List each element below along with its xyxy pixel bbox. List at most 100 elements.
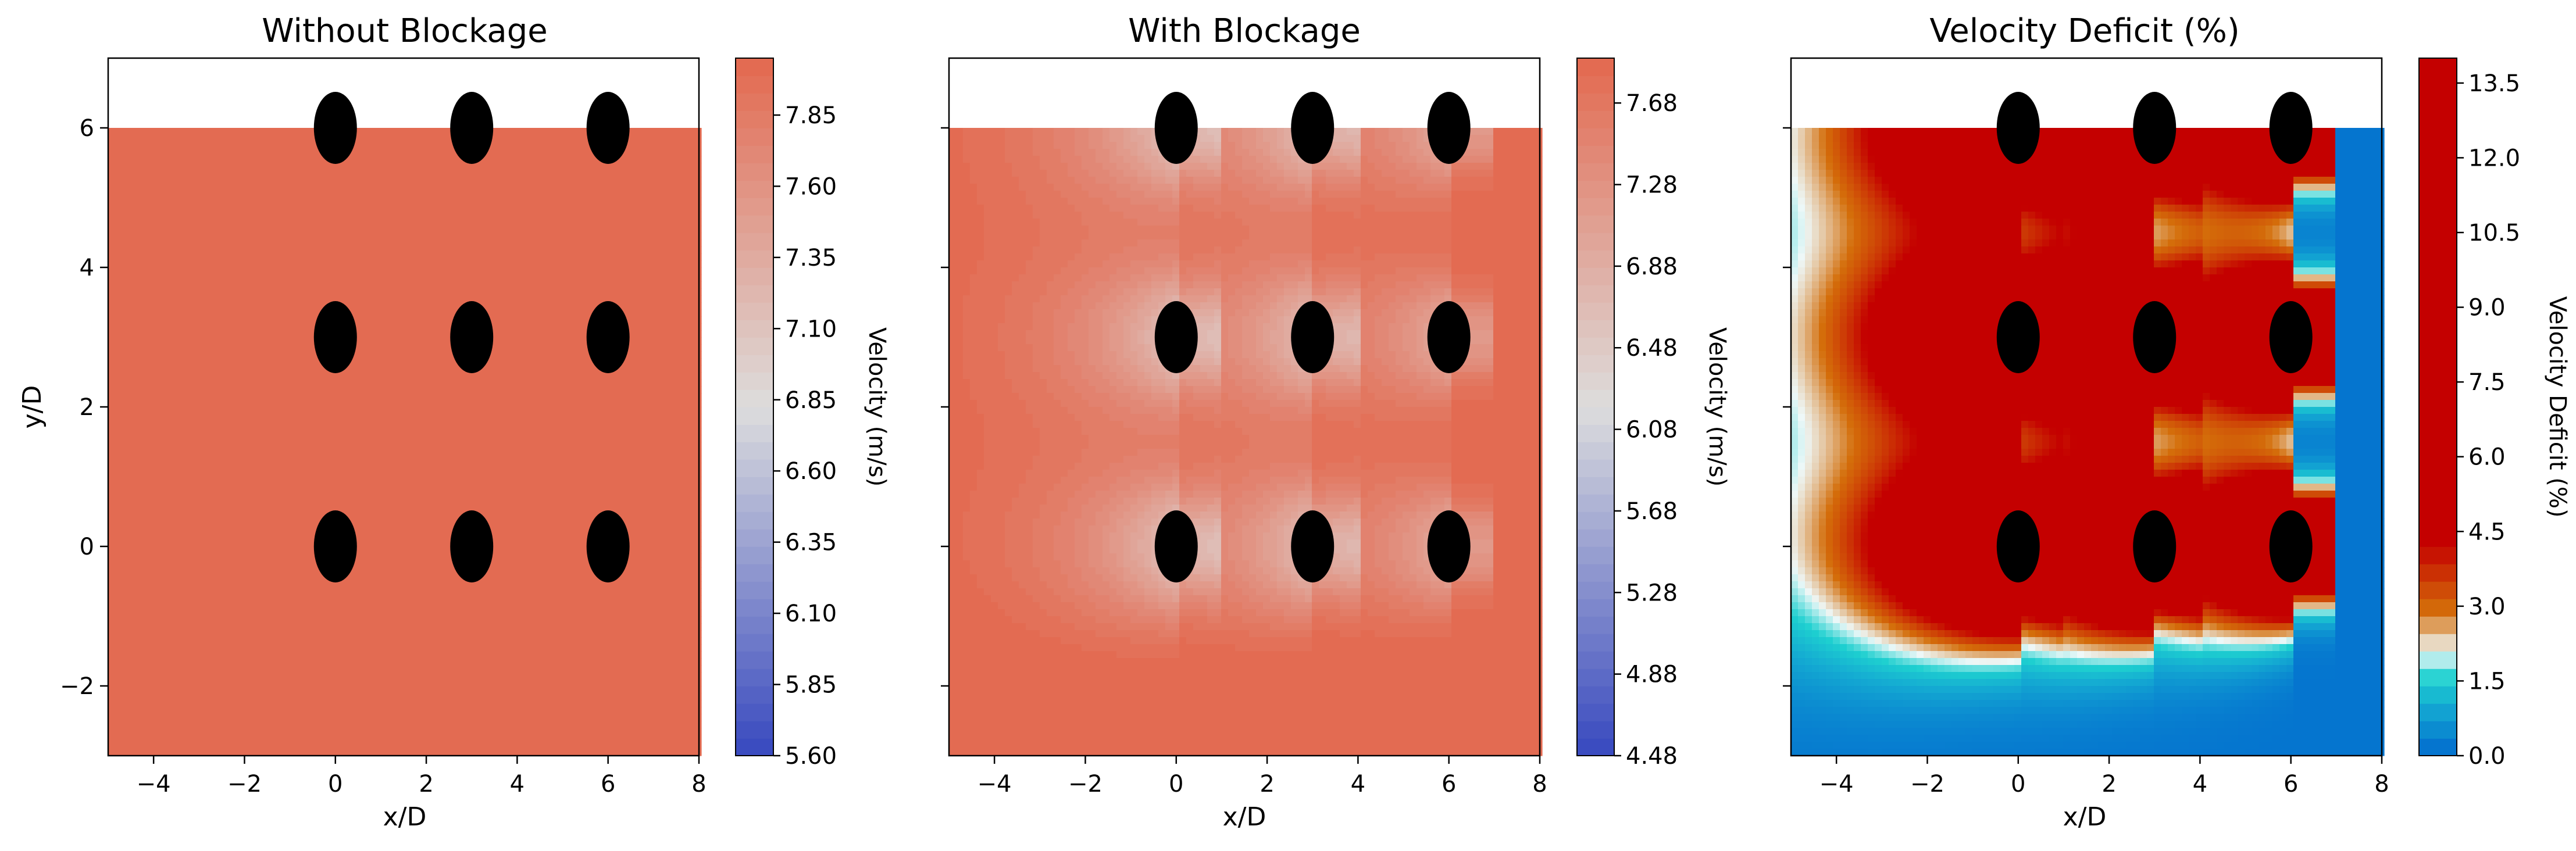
x-tick-label: 0 <box>328 771 342 798</box>
turbine-marker <box>2270 510 2313 582</box>
colorbar-label: Velocity Deficit (%) <box>2544 296 2571 518</box>
colorbar: 0.0 1.5 3.0 4.5 6.0 7.5 9.0 10.5 12.0 13.5 <box>2419 58 2520 770</box>
turbine-marker <box>1291 510 1334 582</box>
colorbar-label: Velocity (m/s) <box>864 327 890 487</box>
colorbar-tick-label: 5.60 <box>785 743 837 770</box>
colorbar-tick-label: 6.10 <box>785 600 837 627</box>
colorbar-tick-label: 5.85 <box>785 672 837 699</box>
turbine-marker <box>2270 92 2313 164</box>
colorbar-tick-label: 7.68 <box>1626 90 1678 117</box>
contour-field <box>949 128 1543 756</box>
colorbar-tick-label: 7.85 <box>785 102 837 129</box>
chart-without-blockage: Without Blockage x/D y/D Velocity (m/s) … <box>17 12 890 832</box>
turbine-marker <box>1428 92 1471 164</box>
colorbar-tick-label: 0.0 <box>2468 743 2506 770</box>
x-tick-label: 8 <box>691 771 706 798</box>
colorbar-tick-label: 13.5 <box>2468 70 2520 97</box>
x-tick-label: 0 <box>2011 771 2025 798</box>
contour-field <box>1791 128 2385 756</box>
colorbar-tick-label: 6.0 <box>2468 444 2506 471</box>
x-tick-label: 2 <box>2102 771 2116 798</box>
turbine-marker <box>314 301 357 373</box>
chart-title: With Blockage <box>1128 12 1361 50</box>
turbine-marker <box>2270 301 2313 373</box>
x-tick-label: 6 <box>2284 771 2298 798</box>
x-tick-label: 6 <box>601 771 615 798</box>
turbine-marker <box>2133 510 2176 582</box>
turbine-marker <box>1155 510 1198 582</box>
turbine-marker <box>1155 301 1198 373</box>
turbine-marker <box>1291 92 1334 164</box>
turbine-marker <box>314 510 357 582</box>
colorbar-tick-label: 6.08 <box>1626 417 1678 444</box>
x-tick-label: −4 <box>137 771 171 798</box>
colorbar-tick-label: 6.35 <box>785 530 837 556</box>
colorbar-tick-label: 7.60 <box>785 173 837 200</box>
colorbar-tick-label: 6.60 <box>785 458 837 485</box>
turbine-marker <box>450 301 493 373</box>
turbine-marker <box>450 510 493 582</box>
chart-with-blockage: With Blockage x/D Velocity (m/s) −4 −2 0 2 4… <box>941 12 1731 832</box>
turbine-marker <box>1997 510 2040 582</box>
colorbar: 4.484.885.285.686.086.486.887.287.68 <box>1577 58 1678 770</box>
chart-title: Without Blockage <box>262 12 547 50</box>
x-tick-label: 8 <box>1532 771 1547 798</box>
y-axis-label: y/D <box>17 385 47 429</box>
colorbar-tick-label: 6.48 <box>1626 335 1678 362</box>
colorbar-tick-label: 9.0 <box>2468 295 2506 321</box>
turbine-marker <box>1291 301 1334 373</box>
x-tick-label: 4 <box>2193 771 2207 798</box>
colorbar-tick-label: 7.5 <box>2468 369 2506 396</box>
x-tick-label: 8 <box>2374 771 2389 798</box>
turbine-marker <box>587 92 630 164</box>
x-tick-label: 2 <box>1260 771 1274 798</box>
x-axis-label: x/D <box>1223 802 1266 832</box>
colorbar-tick-label: 5.68 <box>1626 498 1678 525</box>
x-tick-label: −2 <box>227 771 262 798</box>
x-tick-label: 2 <box>419 771 433 798</box>
colorbar-label: Velocity (m/s) <box>1704 327 1731 487</box>
colorbar-tick-label: 6.88 <box>1626 253 1678 280</box>
x-tick-label: 6 <box>1442 771 1456 798</box>
colorbar-tick-label: 12.0 <box>2468 145 2520 171</box>
colorbar-tick-label: 3.0 <box>2468 593 2506 620</box>
y-tick-label: −2 <box>60 673 94 700</box>
turbine-marker <box>1428 510 1471 582</box>
x-tick-label: 4 <box>510 771 525 798</box>
x-tick-label: −2 <box>1068 771 1103 798</box>
turbine-marker <box>587 301 630 373</box>
colorbar-tick-label: 1.5 <box>2468 668 2506 695</box>
contour-field <box>108 128 702 756</box>
chart-title: Velocity Deficit (%) <box>1929 12 2239 50</box>
x-axis-label: x/D <box>383 802 427 832</box>
y-tick-label: 2 <box>80 394 94 421</box>
colorbar-tick-label: 4.5 <box>2468 519 2506 545</box>
colorbar-tick-label: 4.88 <box>1626 662 1678 688</box>
colorbar-tick-label: 5.28 <box>1626 580 1678 606</box>
colorbar-tick-label: 7.28 <box>1626 172 1678 199</box>
x-tick-label: 0 <box>1169 771 1183 798</box>
turbine-marker <box>314 92 357 164</box>
x-tick-label: −4 <box>1819 771 1854 798</box>
turbine-marker <box>1997 92 2040 164</box>
y-tick-label: 4 <box>80 255 94 281</box>
x-tick-label: −4 <box>977 771 1012 798</box>
x-axis-label: x/D <box>2063 802 2107 832</box>
turbine-marker <box>2133 301 2176 373</box>
turbine-marker <box>450 92 493 164</box>
y-tick-label: 0 <box>80 534 94 560</box>
colorbar-tick-label: 7.35 <box>785 245 837 271</box>
turbine-marker <box>1997 301 2040 373</box>
x-tick-label: 4 <box>1351 771 1365 798</box>
y-tick-label: 6 <box>80 115 94 142</box>
chart-velocity-deficit: Velocity Deficit (%) x/D Velocity Defici… <box>1783 12 2571 832</box>
colorbar-tick-label: 6.85 <box>785 387 837 414</box>
colorbar: 5.60 5.85 6.10 6.35 6.60 6.85 7.10 7.35 7.60 7.85 <box>736 58 837 770</box>
colorbar-tick-label: 7.10 <box>785 316 837 342</box>
turbine-marker <box>2133 92 2176 164</box>
turbine-marker <box>587 510 630 582</box>
turbine-marker <box>1428 301 1471 373</box>
turbine-marker <box>1155 92 1198 164</box>
colorbar-tick-label: 10.5 <box>2468 220 2520 246</box>
